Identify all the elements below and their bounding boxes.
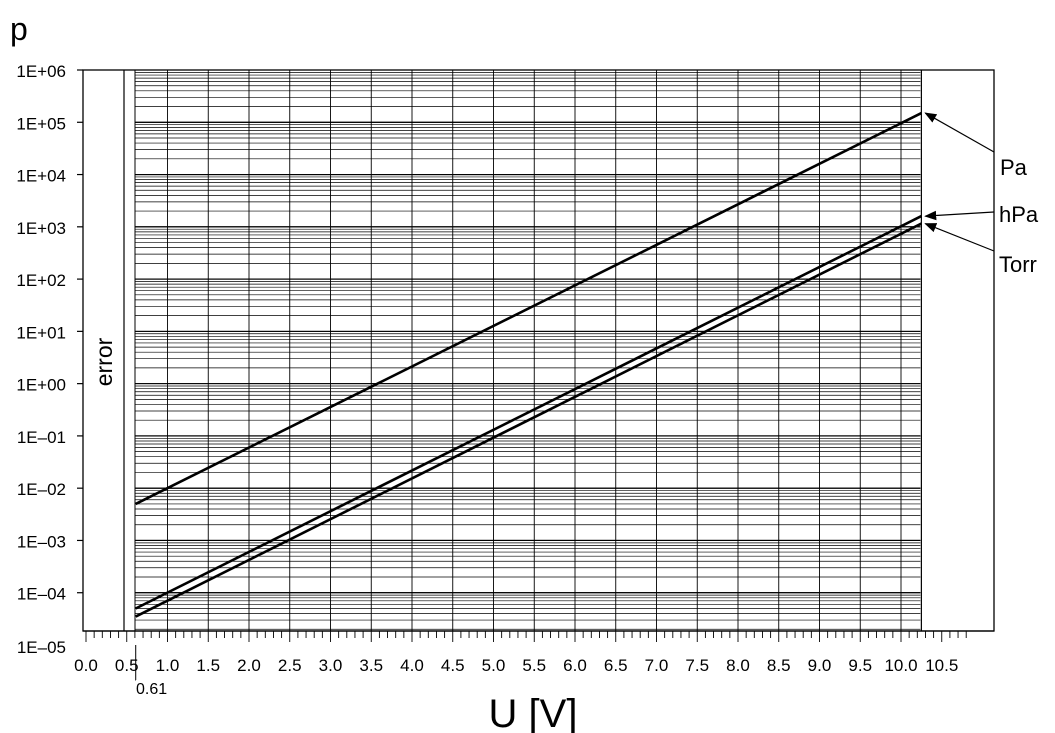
plot-border: [82, 69, 995, 632]
x-tick-label: 10.0: [884, 656, 917, 675]
series-arrow-torr: [924, 223, 995, 252]
y-tick-label: 1E+06: [16, 62, 66, 81]
x-tick-label: 10.5: [925, 656, 958, 675]
y-tick-label: 1E–02: [17, 480, 66, 499]
x-tick-label: 0.0: [74, 656, 98, 675]
x-tick-label: 9.0: [808, 656, 832, 675]
x-tick-label: 4.0: [400, 656, 424, 675]
y-axis-ticks: 1E+06 1E+05 1E+04 1E+03 1E+02 1E+01 1E+00 1E–01…: [16, 62, 83, 657]
grid-lines: [134, 69, 921, 631]
y-tick-label: 1E–05: [17, 638, 66, 657]
x-tick-label: 2.5: [278, 656, 302, 675]
x-axis-label: U [V]: [489, 692, 578, 733]
y-tick-label: 1E+03: [16, 219, 66, 238]
y-tick-label: 1E–03: [17, 532, 66, 551]
x-axis-ticks: 0.0 0.5 1.0 1.5 2.0 2.5 3.0 3.5 4.0 4.5 5.0 5.5 6.0 6…: [74, 631, 967, 681]
x-tick-label: 1.0: [156, 656, 180, 675]
series-arrow-pa: [924, 112, 995, 153]
x-tick-label: 6.5: [604, 656, 628, 675]
x-tick-label: 4.5: [441, 656, 465, 675]
x-tick-label: 8.5: [767, 656, 791, 675]
x-tick-label: 0.5: [115, 656, 139, 675]
series-label-hpa: hPa: [999, 202, 1039, 227]
y-tick-label: 1E+02: [16, 271, 66, 290]
y-tick-label: 1E–01: [17, 428, 66, 447]
x-tick-label: 7.5: [685, 656, 709, 675]
y-axis-label: p: [10, 11, 28, 47]
y-tick-label: 1E+00: [16, 376, 66, 395]
plot-frame: [82, 69, 995, 632]
x-tick-label: 3.5: [359, 656, 383, 675]
x-tick-label: 7.0: [645, 656, 669, 675]
x-tick-label: 3.0: [319, 656, 343, 675]
series-line-torr: [135, 222, 922, 618]
x-tick-label: 5.0: [482, 656, 506, 675]
y-tick-label: 1E–04: [17, 585, 66, 604]
series-label-pa: Pa: [1000, 155, 1028, 180]
y-tick-label: 1E+01: [16, 323, 66, 342]
series-label-torr: Torr: [999, 252, 1037, 277]
threshold-label: 0.61: [136, 681, 167, 698]
x-tick-label: 5.5: [522, 656, 546, 675]
error-zone-label: error: [91, 337, 117, 386]
x-tick-label: 2.0: [237, 656, 261, 675]
series-line-hpa: [135, 214, 922, 610]
series-arrow-hpa: [924, 210, 995, 221]
series-lines: [135, 111, 922, 618]
x-tick-label: 1.5: [196, 656, 220, 675]
y-tick-label: 1E+04: [16, 167, 66, 186]
x-tick-label: 9.5: [848, 656, 872, 675]
x-tick-label: 6.0: [563, 656, 587, 675]
series-line-pa: [135, 111, 922, 506]
y-tick-label: 1E+05: [16, 114, 66, 133]
x-tick-label: 8.0: [726, 656, 750, 675]
series-labels: Pa hPa Torr: [924, 112, 1039, 277]
